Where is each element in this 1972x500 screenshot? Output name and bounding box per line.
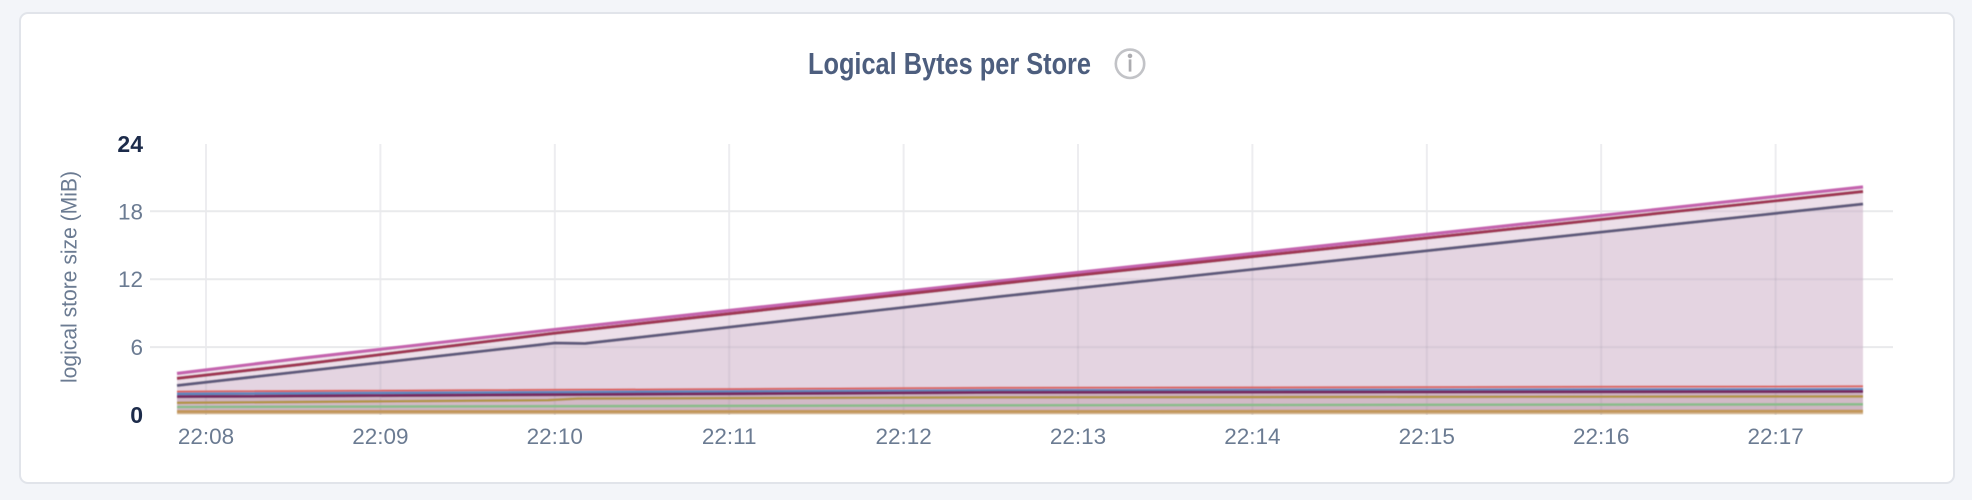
svg-text:6: 6 — [130, 335, 143, 360]
svg-text:22:12: 22:12 — [875, 424, 931, 449]
svg-text:22:09: 22:09 — [352, 424, 408, 449]
svg-text:22:14: 22:14 — [1224, 424, 1280, 449]
svg-text:24: 24 — [117, 131, 143, 157]
svg-text:22:16: 22:16 — [1573, 424, 1629, 449]
svg-text:22:11: 22:11 — [702, 424, 757, 449]
svg-text:Logical Bytes per Store: Logical Bytes per Store — [808, 46, 1091, 81]
svg-text:0: 0 — [130, 402, 143, 428]
svg-text:22:10: 22:10 — [527, 424, 583, 449]
svg-text:22:13: 22:13 — [1050, 424, 1106, 449]
svg-text:22:17: 22:17 — [1747, 424, 1803, 449]
svg-text:18: 18 — [118, 199, 143, 224]
svg-text:12: 12 — [118, 267, 143, 292]
svg-text:22:08: 22:08 — [178, 424, 234, 449]
svg-text:logical store size (MiB): logical store size (MiB) — [57, 171, 82, 383]
svg-text:22:15: 22:15 — [1399, 424, 1455, 449]
